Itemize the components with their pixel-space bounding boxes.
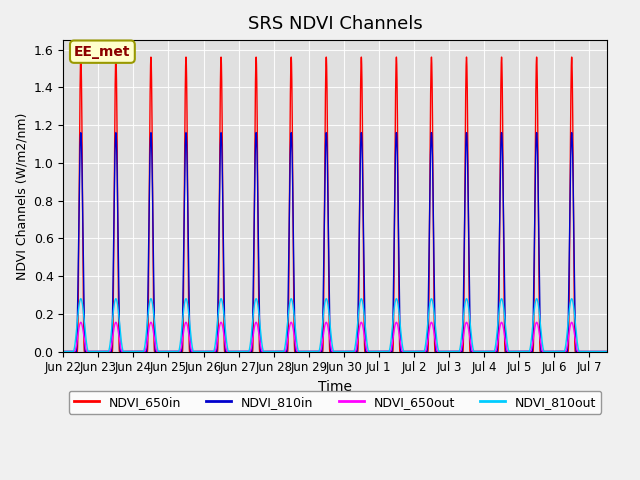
NDVI_650out	[388, 343, 396, 348]
Text: EE_met: EE_met	[74, 45, 131, 59]
NDVI_810in	[60, 348, 67, 354]
NDVI_810out	[408, 348, 416, 354]
NDVI_810in	[463, 130, 470, 135]
NDVI_810in	[317, 348, 324, 354]
NDVI_650in	[388, 348, 396, 354]
NDVI_810in	[603, 348, 611, 354]
NDVI_810out	[195, 348, 202, 354]
NDVI_650out	[603, 348, 611, 354]
Legend: NDVI_650in, NDVI_810in, NDVI_650out, NDVI_810out: NDVI_650in, NDVI_810in, NDVI_650out, NDV…	[68, 391, 601, 414]
Title: SRS NDVI Channels: SRS NDVI Channels	[248, 15, 422, 33]
NDVI_650out	[317, 348, 324, 354]
X-axis label: Time: Time	[318, 380, 352, 394]
NDVI_810out	[603, 348, 611, 354]
NDVI_810out	[388, 328, 396, 334]
NDVI_650in	[408, 348, 416, 354]
NDVI_810out	[317, 342, 324, 348]
NDVI_810in	[388, 348, 396, 354]
NDVI_650in	[568, 55, 575, 61]
NDVI_810in	[449, 348, 456, 354]
Line: NDVI_650in: NDVI_650in	[63, 57, 607, 351]
NDVI_650in	[603, 348, 611, 354]
NDVI_650out	[463, 319, 470, 325]
NDVI_810out	[463, 296, 470, 301]
NDVI_810in	[195, 348, 202, 354]
NDVI_650in	[195, 348, 202, 354]
NDVI_650in	[60, 348, 67, 354]
NDVI_810in	[408, 348, 416, 354]
Line: NDVI_650out: NDVI_650out	[63, 322, 607, 351]
NDVI_810out	[568, 296, 575, 301]
NDVI_650out	[60, 348, 67, 354]
NDVI_810in	[568, 130, 575, 136]
Y-axis label: NDVI Channels (W/m2/nm): NDVI Channels (W/m2/nm)	[15, 112, 28, 279]
NDVI_650out	[568, 319, 575, 325]
NDVI_650in	[463, 54, 470, 60]
NDVI_810out	[449, 348, 456, 354]
NDVI_650out	[195, 348, 202, 354]
NDVI_650in	[449, 348, 456, 354]
Line: NDVI_810out: NDVI_810out	[63, 299, 607, 351]
NDVI_810out	[60, 348, 67, 354]
NDVI_650out	[449, 348, 456, 354]
NDVI_650out	[408, 348, 416, 354]
NDVI_650in	[317, 348, 324, 354]
Line: NDVI_810in: NDVI_810in	[63, 132, 607, 351]
